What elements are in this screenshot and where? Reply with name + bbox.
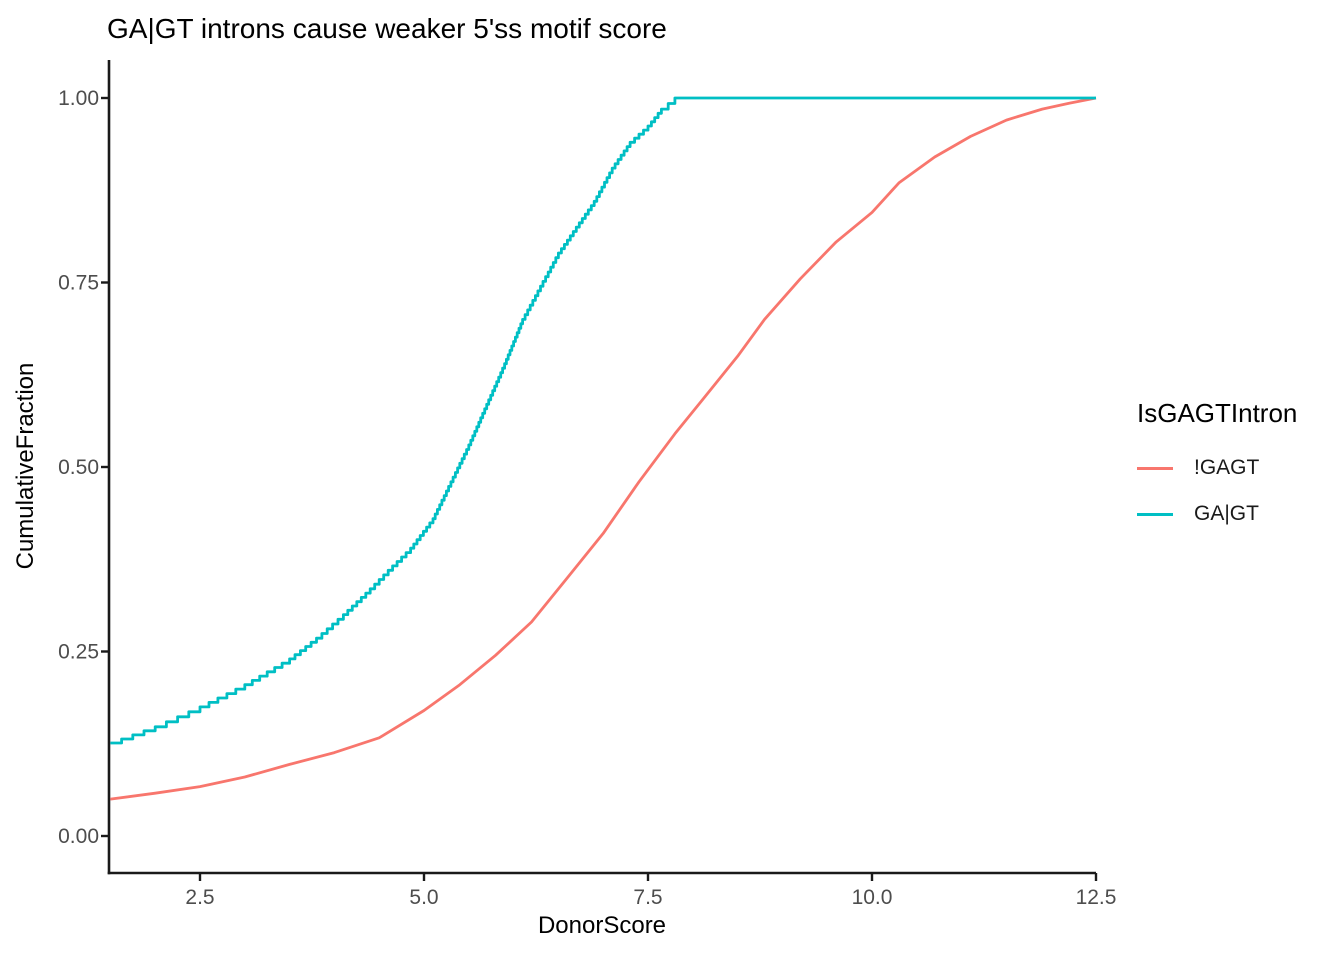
legend-label: GA|GT (1194, 502, 1259, 525)
y-tick-label: 0.75 (58, 272, 99, 295)
x-tick-label: 5.0 (409, 886, 438, 909)
legend-line-swatch (1137, 466, 1173, 470)
y-tick-label: 1.00 (58, 87, 99, 110)
y-tick-label: 0.00 (58, 825, 99, 848)
x-tick-label: 7.5 (633, 886, 662, 909)
plot-title: GA|GT introns cause weaker 5'ss motif sc… (107, 13, 667, 44)
series-curve-not-gagt (110, 96, 1097, 801)
series-curve-gagt (110, 96, 1096, 745)
y-axis-title: CumulativeFraction (12, 362, 39, 570)
x-tick-label: 10.0 (852, 886, 893, 909)
y-tick-label: 0.25 (58, 641, 99, 664)
legend-entry: GA|GT (1137, 499, 1297, 529)
x-axis-title: DonorScore (537, 912, 667, 939)
legend-label: !GAGT (1194, 456, 1260, 479)
legend: IsGAGTIntron !GAGT GA|GT (1137, 398, 1297, 529)
legend-entry: !GAGT (1137, 453, 1297, 483)
x-tick-label: 12.5 (1076, 886, 1117, 909)
legend-title: IsGAGTIntron (1137, 398, 1298, 428)
y-tick-label: 0.50 (58, 456, 99, 479)
x-tick-label: 2.5 (185, 886, 214, 909)
legend-entries: !GAGT GA|GT (1137, 453, 1297, 529)
legend-line-swatch (1137, 512, 1173, 516)
